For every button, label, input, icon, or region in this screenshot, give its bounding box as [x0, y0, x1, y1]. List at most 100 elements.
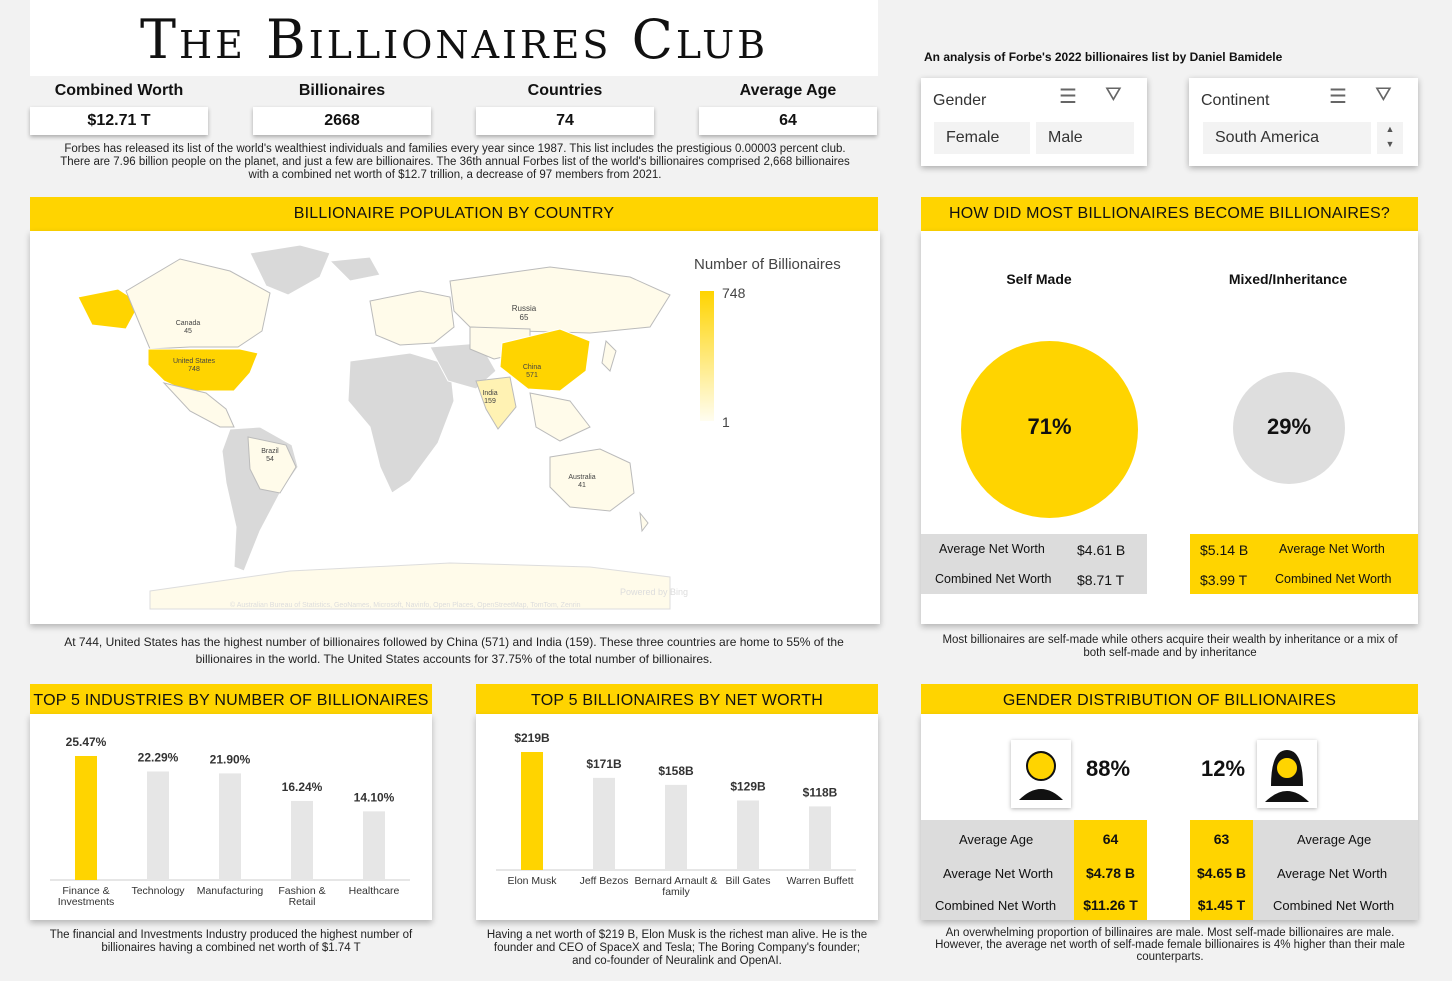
male-avatar-icon: [1011, 740, 1071, 808]
map-shape-alaska: [77, 288, 141, 330]
map-panel: Canada 45 United States 748 Russia 65 China…: [30, 231, 880, 624]
subtitle: An analysis of Forbe's 2022 billionaires…: [924, 50, 1283, 64]
male-comb-value: $11.26 T: [1083, 897, 1138, 913]
category-label-1: Jeff Bezos: [580, 875, 629, 887]
how-caption: Most billionaires are self-made while ot…: [942, 634, 1398, 659]
bar-value-label-0: $219B: [514, 731, 550, 745]
map-label-canada: Canada 45: [176, 320, 201, 335]
gender-caption: An overwhelming proportion of billinaire…: [935, 927, 1405, 963]
male-comb-label: Combined Net Worth: [935, 898, 1057, 913]
kpi-label-combined-worth: Combined Worth: [54, 82, 184, 99]
clear-filter-icon[interactable]: ⛛: [1375, 84, 1392, 106]
how-panel: Self Made Mixed/Inheritance 71% 29% Aver…: [921, 231, 1418, 624]
clear-filter-icon[interactable]: ⛛: [1105, 84, 1122, 106]
self-made-circle: [961, 341, 1138, 518]
bar-2: [665, 784, 687, 870]
map-caption: At 744, United States has the highest nu…: [64, 635, 844, 666]
female-avg-value: $4.65 B: [1196, 865, 1247, 881]
slicer-item-south-america[interactable]: South America: [1203, 122, 1371, 154]
kpi-value-billionaires: 2668: [253, 107, 431, 135]
bar-1: [147, 771, 169, 880]
map-shape-new-zealand: [639, 511, 649, 533]
bar-value-label-0: 25.47%: [66, 735, 107, 749]
bar-value-label-3: $129B: [730, 779, 766, 793]
self-made-pct: 71%: [1027, 414, 1072, 439]
category-label-0: Elon Musk: [507, 875, 557, 887]
bar-2: [219, 773, 241, 880]
category-label-3: Fashion & Retail: [278, 885, 325, 908]
map-legend-gradient: [700, 291, 714, 421]
mixed-avg-label: Average Net Worth: [1279, 542, 1385, 556]
mixed-comb-value: $3.99 T: [1200, 572, 1248, 588]
female-age-label: Average Age: [1297, 832, 1372, 847]
male-stats-values: 64 $4.78 B $11.26 T: [1074, 820, 1147, 920]
self-avg-label: Average Net Worth: [939, 542, 1045, 556]
map-shape-canada: [125, 258, 271, 350]
kpi-label-average-age: Average Age: [739, 82, 837, 99]
kpi-label-countries: Countries: [527, 82, 603, 99]
world-map[interactable]: Canada 45 United States 748 Russia 65 China…: [30, 231, 880, 624]
female-avg-label: Average Net Worth: [1277, 866, 1388, 881]
slicer-item-male[interactable]: Male: [1036, 122, 1134, 154]
bar-value-label-1: 22.29%: [138, 750, 179, 764]
top5-panel: $219B Elon Musk $171B Jeff Bezos $158B Bernar…: [476, 714, 878, 920]
self-made-label: Self Made: [1006, 271, 1072, 287]
category-label-0: Finance & Investments: [58, 885, 115, 908]
gender-slicer: Gender ☰ ⛛ Female Male: [921, 78, 1147, 166]
bar-4: [363, 811, 385, 880]
bar-value-label-2: $158B: [658, 764, 694, 778]
map-legend-max: 748: [722, 285, 746, 301]
map-copyright: © Australian Bureau of Statistics, GeoNa…: [230, 601, 581, 609]
multi-select-icon[interactable]: ☰: [1329, 86, 1347, 108]
bar-value-label-1: $171B: [586, 757, 622, 771]
continent-slicer-title: Continent: [1201, 92, 1270, 109]
page-title: The Billionaires Club: [139, 8, 769, 71]
map-label-australia: Australia 41: [568, 474, 595, 489]
mixed-stats: $5.14 B Average Net Worth $3.99 T Combin…: [1190, 534, 1418, 594]
map-shape-antarctica: [149, 562, 671, 610]
map-shape-japan: [601, 339, 617, 372]
map-shape-usa: [147, 348, 259, 392]
category-label-3: Bill Gates: [726, 875, 771, 887]
multi-select-icon[interactable]: ☰: [1059, 86, 1077, 108]
mixed-avg-value: $5.14 B: [1200, 542, 1249, 558]
bar-value-label-4: 14.10%: [354, 790, 395, 804]
map-label-brazil: Brazil 54: [261, 448, 279, 463]
category-label-4: Warren Buffett: [786, 875, 853, 887]
gender-heading: GENDER DISTRIBUTION OF BILLIONAIRES: [921, 684, 1418, 718]
bar-value-label-4: $118B: [803, 785, 838, 799]
male-age-label: Average Age: [959, 832, 1034, 847]
industries-heading: TOP 5 INDUSTRIES BY NUMBER OF BILLIONAIR…: [30, 684, 432, 718]
male-age-value: 64: [1102, 831, 1119, 847]
map-shape-russia: [449, 266, 671, 334]
category-label-4: Healthcare: [349, 885, 400, 897]
category-label-1: Technology: [131, 885, 185, 897]
category-label-2: Manufacturing: [197, 885, 264, 897]
bar-value-label-3: 16.24%: [282, 780, 323, 794]
map-label-russia: Russia 65: [512, 304, 537, 322]
map-shape-iceland-scandinavia: [328, 256, 381, 282]
male-avg-value: $4.78 B: [1085, 865, 1136, 881]
female-comb-value: $1.45 T: [1197, 897, 1246, 913]
female-avatar-icon: [1257, 740, 1317, 808]
continent-slicer: Continent ☰ ⛛ South America ▲ ▼: [1189, 78, 1418, 166]
slicer-item-female[interactable]: Female: [934, 122, 1030, 154]
map-shape-mexico: [162, 382, 235, 428]
self-avg-value: $4.61 B: [1077, 542, 1126, 558]
female-stats-labels: Average Age Average Net Worth Combined N…: [1253, 820, 1418, 920]
mixed-circle: [1233, 372, 1345, 484]
female-age-value: 63: [1213, 831, 1230, 847]
map-shape-australia: [549, 448, 635, 512]
gender-panel: 88% 12% Average Age Average Net Worth Co…: [921, 714, 1418, 920]
powered-by-bing: Powered by Bing: [620, 587, 688, 597]
map-legend-title: Number of Billionaires: [694, 256, 841, 273]
industries-panel: 25.47% Finance & Investments 22.29% Technolo…: [30, 714, 432, 920]
bar-0: [75, 756, 97, 880]
top5-caption: Having a net worth of $219 B, Elon Musk …: [486, 929, 868, 967]
industries-chart: 25.47% Finance & Investments 22.29% Technolo…: [50, 735, 410, 908]
slicer-scroll-buttons[interactable]: ▲ ▼: [1377, 122, 1403, 154]
map-shape-greenland: [249, 244, 331, 296]
map-legend-min: 1: [722, 414, 730, 430]
industries-caption: The financial and Investments Industry p…: [49, 929, 413, 954]
mixed-comb-label: Combined Net Worth: [1275, 572, 1392, 586]
